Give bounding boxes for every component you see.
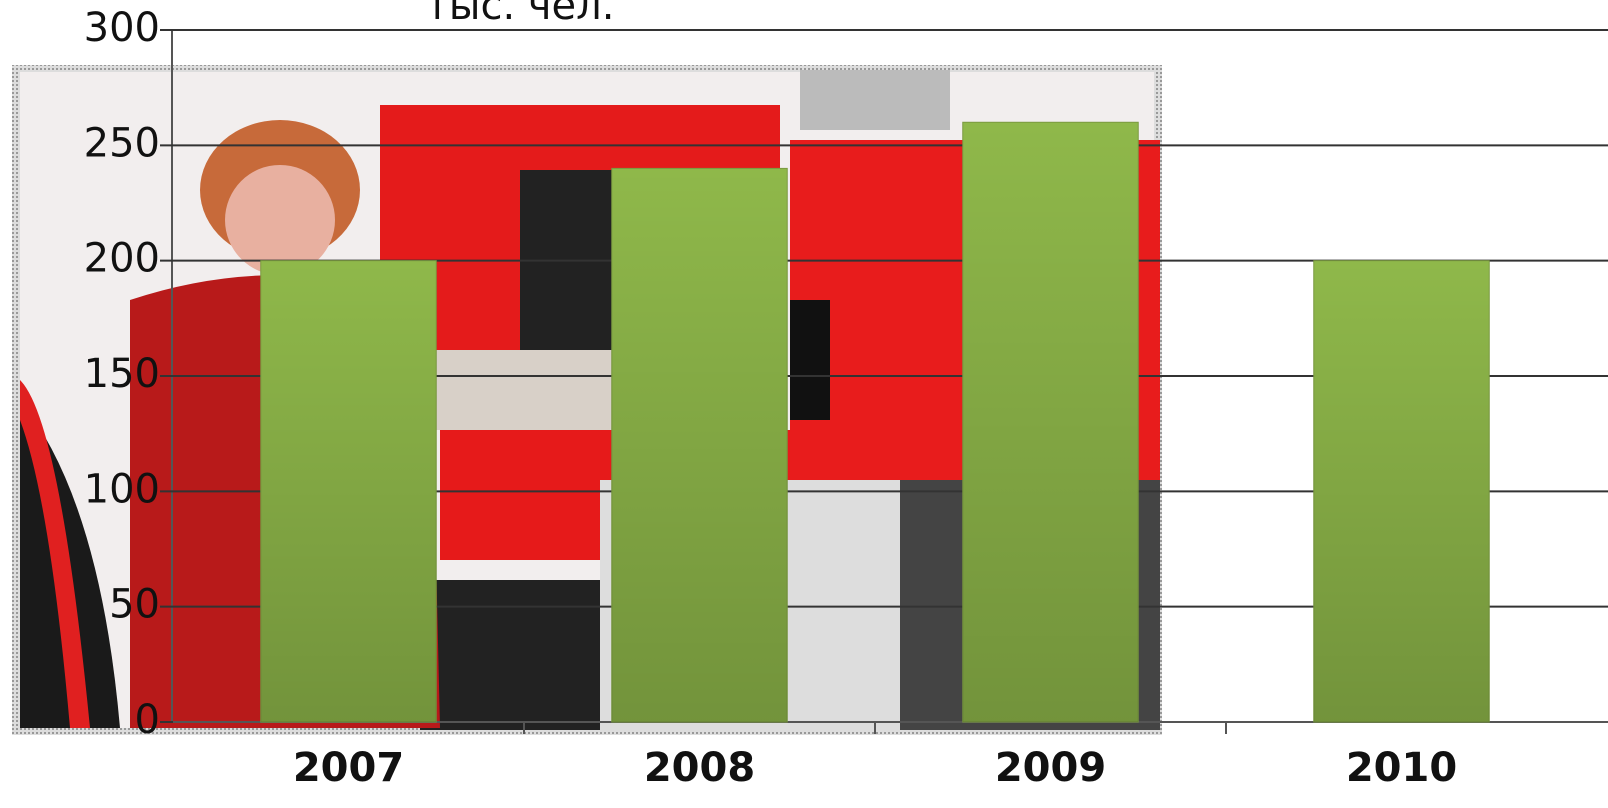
y-tick-label: 0 bbox=[135, 697, 160, 743]
y-tick-label: 300 bbox=[84, 5, 160, 51]
chart-title: тыс. чел. bbox=[426, 0, 615, 29]
y-tick-label: 50 bbox=[109, 582, 160, 628]
x-tick-label: 2010 bbox=[1346, 745, 1457, 791]
x-tick-label: 2008 bbox=[644, 745, 755, 791]
y-tick-label: 200 bbox=[84, 236, 160, 282]
y-tick-label: 250 bbox=[84, 120, 160, 166]
bar-shade bbox=[611, 168, 788, 722]
bar-shade bbox=[260, 260, 437, 722]
bar-shade bbox=[1313, 260, 1490, 722]
x-tick-label: 2009 bbox=[995, 745, 1106, 791]
bar-shade bbox=[962, 122, 1139, 723]
y-tick-label: 150 bbox=[84, 351, 160, 397]
y-tick-label: 100 bbox=[84, 466, 160, 512]
x-tick-label: 2007 bbox=[293, 745, 404, 791]
